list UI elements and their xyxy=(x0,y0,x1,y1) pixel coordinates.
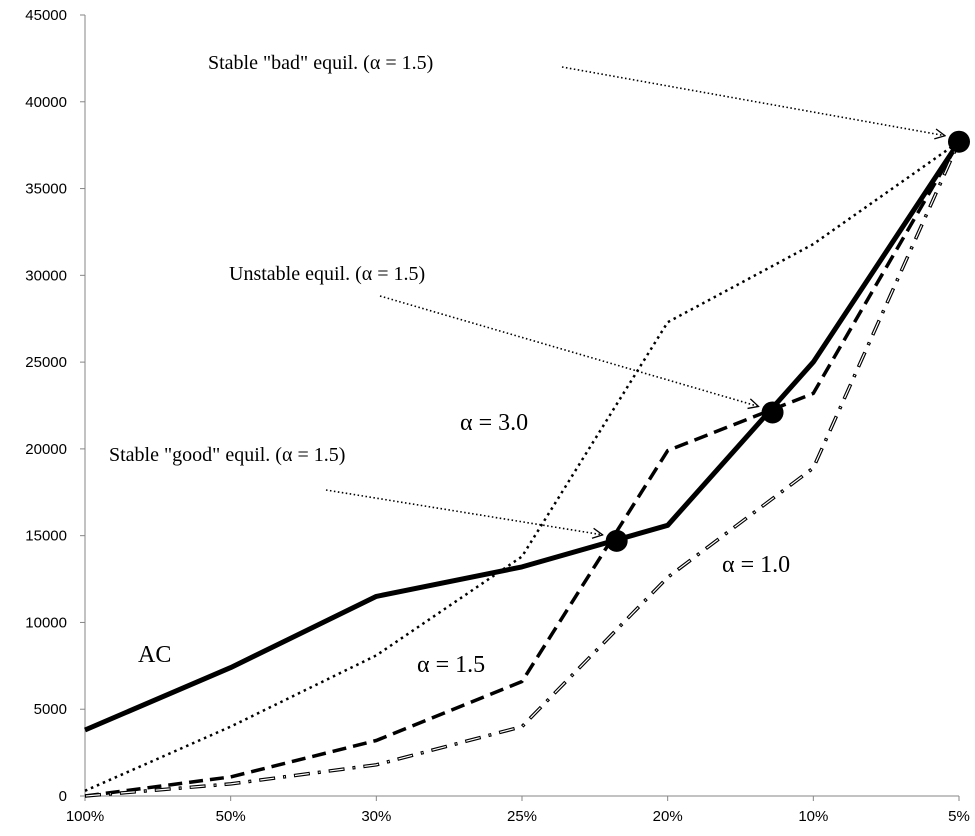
series-label-ac: AC xyxy=(138,642,171,668)
x-tick-label: 10% xyxy=(798,808,828,825)
x-tick-label: 20% xyxy=(653,808,683,825)
equilibrium-points xyxy=(605,130,970,552)
series-line-solid xyxy=(84,140,962,733)
x-tick-label: 100% xyxy=(66,808,104,825)
y-tick-label: 40000 xyxy=(25,94,67,111)
y-tick-label: 45000 xyxy=(25,7,67,24)
y-tick-label: 35000 xyxy=(25,181,67,198)
series-label-alpha-3: α = 3.0 xyxy=(460,410,528,436)
series-line-dashdot-inner xyxy=(84,141,960,797)
series-line-dotted xyxy=(84,140,960,792)
x-tick-label: 25% xyxy=(507,808,537,825)
y-tick-label: 15000 xyxy=(25,528,67,545)
annotation-arrow xyxy=(379,295,759,406)
annotation-arrow xyxy=(561,66,945,136)
x-axis-ticks: 100% 50% 30% 25% 20% 10% 5% xyxy=(66,796,970,825)
y-tick-label: 20000 xyxy=(25,441,67,458)
y-tick-label: 5000 xyxy=(34,701,67,718)
series-label-alpha-1: α = 1.0 xyxy=(722,552,790,578)
y-tick-label: 25000 xyxy=(25,354,67,371)
equilibrium-point xyxy=(948,130,970,153)
annotation-stable-good: Stable "good" equil. (α = 1.5) xyxy=(109,444,345,466)
equilibrium-point xyxy=(761,401,784,424)
series-label-alpha-1-5: α = 1.5 xyxy=(417,652,485,678)
annotation-arrows xyxy=(325,66,945,535)
axes xyxy=(84,15,959,797)
y-tick-label: 30000 xyxy=(25,267,67,284)
annotation-arrow xyxy=(325,489,603,535)
x-tick-label: 5% xyxy=(948,808,970,825)
y-tick-label: 0 xyxy=(59,788,67,805)
y-axis-ticks: 0 5000 10000 15000 20000 25000 30000 35000 40000… xyxy=(25,7,85,805)
series-line-dashdot xyxy=(84,140,961,798)
series-lines xyxy=(84,140,962,798)
equilibrium-point xyxy=(605,529,628,552)
x-tick-label: 50% xyxy=(216,808,246,825)
series-line-dashed xyxy=(84,140,961,798)
y-tick-label: 10000 xyxy=(25,614,67,631)
annotation-stable-bad: Stable "bad" equil. (α = 1.5) xyxy=(208,52,433,74)
annotation-unstable: Unstable equil. (α = 1.5) xyxy=(229,263,425,285)
x-tick-label: 30% xyxy=(361,808,391,825)
